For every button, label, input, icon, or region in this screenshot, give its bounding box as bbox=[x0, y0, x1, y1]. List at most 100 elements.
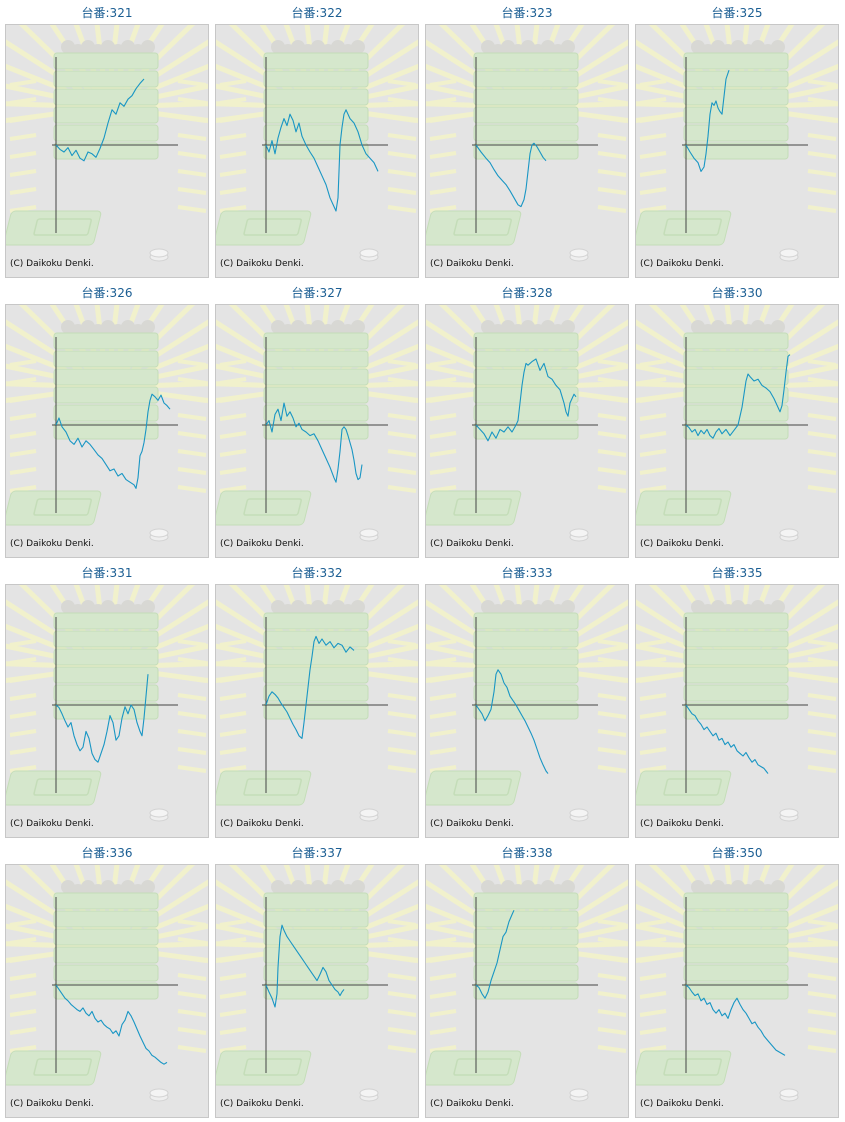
chart-title: 台番:335 bbox=[711, 566, 763, 580]
chart-svg bbox=[6, 865, 208, 1102]
series-line bbox=[55, 78, 145, 162]
chart-title: 台番:326 bbox=[81, 286, 133, 300]
chart-panel: (C) Daikoku Denki. bbox=[425, 584, 629, 838]
chart-svg bbox=[636, 305, 838, 542]
chart-panel: (C) Daikoku Denki. bbox=[215, 304, 419, 558]
chart-svg bbox=[6, 305, 208, 542]
background-art bbox=[636, 585, 838, 822]
copyright-text: (C) Daikoku Denki. bbox=[640, 259, 724, 269]
series-line bbox=[55, 393, 171, 489]
series-line bbox=[265, 402, 363, 483]
chart-title: 台番:325 bbox=[711, 6, 763, 20]
chart-cell: 台番:326 (C) Daikoku Denki. bbox=[5, 280, 209, 558]
chart-svg bbox=[426, 305, 628, 542]
chart-svg bbox=[216, 865, 418, 1102]
copyright-text: (C) Daikoku Denki. bbox=[430, 819, 514, 829]
chart-title: 台番:350 bbox=[711, 846, 763, 860]
chart-panel: (C) Daikoku Denki. bbox=[5, 24, 209, 278]
copyright-text: (C) Daikoku Denki. bbox=[10, 819, 94, 829]
series-line bbox=[475, 142, 547, 208]
copyright-text: (C) Daikoku Denki. bbox=[430, 1099, 514, 1109]
copyright-text: (C) Daikoku Denki. bbox=[640, 1099, 724, 1109]
chart-svg bbox=[426, 585, 628, 822]
chart-title: 台番:328 bbox=[501, 286, 553, 300]
chart-panel: (C) Daikoku Denki. bbox=[5, 584, 209, 838]
chart-panel: (C) Daikoku Denki. bbox=[215, 864, 419, 1118]
chart-title: 台番:333 bbox=[501, 566, 553, 580]
series-line bbox=[265, 924, 345, 1008]
chart-panel: (C) Daikoku Denki. bbox=[635, 584, 839, 838]
chart-svg bbox=[636, 865, 838, 1102]
background-art bbox=[6, 25, 208, 262]
series-line bbox=[475, 358, 577, 442]
copyright-text: (C) Daikoku Denki. bbox=[220, 1099, 304, 1109]
copyright-text: (C) Daikoku Denki. bbox=[220, 819, 304, 829]
series-line bbox=[475, 669, 549, 774]
background-art bbox=[6, 865, 208, 1102]
chart-title: 台番:331 bbox=[81, 566, 133, 580]
series-line bbox=[475, 909, 515, 999]
background-art bbox=[426, 305, 628, 542]
copyright-text: (C) Daikoku Denki. bbox=[430, 539, 514, 549]
chart-cell: 台番:325 (C) Daikoku Denki. bbox=[635, 0, 839, 278]
chart-title: 台番:321 bbox=[81, 6, 133, 20]
background-art bbox=[216, 25, 418, 262]
copyright-text: (C) Daikoku Denki. bbox=[430, 259, 514, 269]
background-art bbox=[426, 865, 628, 1102]
chart-panel: (C) Daikoku Denki. bbox=[425, 304, 629, 558]
chart-svg bbox=[426, 865, 628, 1102]
chart-cell: 台番:321 (C) Daikoku Denki. bbox=[5, 0, 209, 278]
background-art bbox=[636, 865, 838, 1102]
chart-title: 台番:330 bbox=[711, 286, 763, 300]
chart-panel: (C) Daikoku Denki. bbox=[635, 864, 839, 1118]
background-art bbox=[6, 585, 208, 822]
chart-svg bbox=[636, 25, 838, 262]
background-art bbox=[636, 305, 838, 542]
chart-cell: 台番:336 (C) Daikoku Denki. bbox=[5, 840, 209, 1118]
chart-title: 台番:322 bbox=[291, 6, 343, 20]
chart-cell: 台番:323 (C) Daikoku Denki. bbox=[425, 0, 629, 278]
background-art bbox=[216, 865, 418, 1102]
chart-panel: (C) Daikoku Denki. bbox=[5, 864, 209, 1118]
copyright-text: (C) Daikoku Denki. bbox=[640, 539, 724, 549]
background-art bbox=[426, 25, 628, 262]
background-art bbox=[216, 305, 418, 542]
chart-cell: 台番:328 (C) Daikoku Denki. bbox=[425, 280, 629, 558]
chart-panel: (C) Daikoku Denki. bbox=[635, 24, 839, 278]
chart-cell: 台番:330 (C) Daikoku Denki. bbox=[635, 280, 839, 558]
chart-panel: (C) Daikoku Denki. bbox=[425, 24, 629, 278]
chart-cell: 台番:322 (C) Daikoku Denki. bbox=[215, 0, 419, 278]
chart-panel: (C) Daikoku Denki. bbox=[635, 304, 839, 558]
chart-cell: 台番:350 (C) Daikoku Denki. bbox=[635, 840, 839, 1118]
series-line bbox=[685, 354, 791, 439]
chart-svg bbox=[216, 305, 418, 542]
chart-cell: 台番:331 (C) Daikoku Denki. bbox=[5, 560, 209, 838]
chart-svg bbox=[216, 585, 418, 822]
copyright-text: (C) Daikoku Denki. bbox=[10, 539, 94, 549]
copyright-text: (C) Daikoku Denki. bbox=[10, 259, 94, 269]
background-art bbox=[426, 585, 628, 822]
chart-svg bbox=[6, 585, 208, 822]
chart-panel: (C) Daikoku Denki. bbox=[215, 584, 419, 838]
chart-title: 台番:332 bbox=[291, 566, 343, 580]
copyright-text: (C) Daikoku Denki. bbox=[640, 819, 724, 829]
chart-svg bbox=[216, 25, 418, 262]
copyright-text: (C) Daikoku Denki. bbox=[220, 539, 304, 549]
series-line bbox=[55, 674, 149, 763]
chart-svg bbox=[636, 585, 838, 822]
series-line bbox=[265, 109, 379, 212]
chart-svg bbox=[426, 25, 628, 262]
series-line bbox=[685, 984, 786, 1056]
chart-cell: 台番:333 (C) Daikoku Denki. bbox=[425, 560, 629, 838]
chart-title: 台番:327 bbox=[291, 286, 343, 300]
background-art bbox=[636, 25, 838, 262]
series-line bbox=[265, 635, 355, 739]
chart-panel: (C) Daikoku Denki. bbox=[425, 864, 629, 1118]
copyright-text: (C) Daikoku Denki. bbox=[10, 1099, 94, 1109]
background-art bbox=[216, 585, 418, 822]
chart-cell: 台番:338 (C) Daikoku Denki. bbox=[425, 840, 629, 1118]
chart-title: 台番:337 bbox=[291, 846, 343, 860]
chart-cell: 台番:327 (C) Daikoku Denki. bbox=[215, 280, 419, 558]
series-line bbox=[685, 70, 730, 172]
